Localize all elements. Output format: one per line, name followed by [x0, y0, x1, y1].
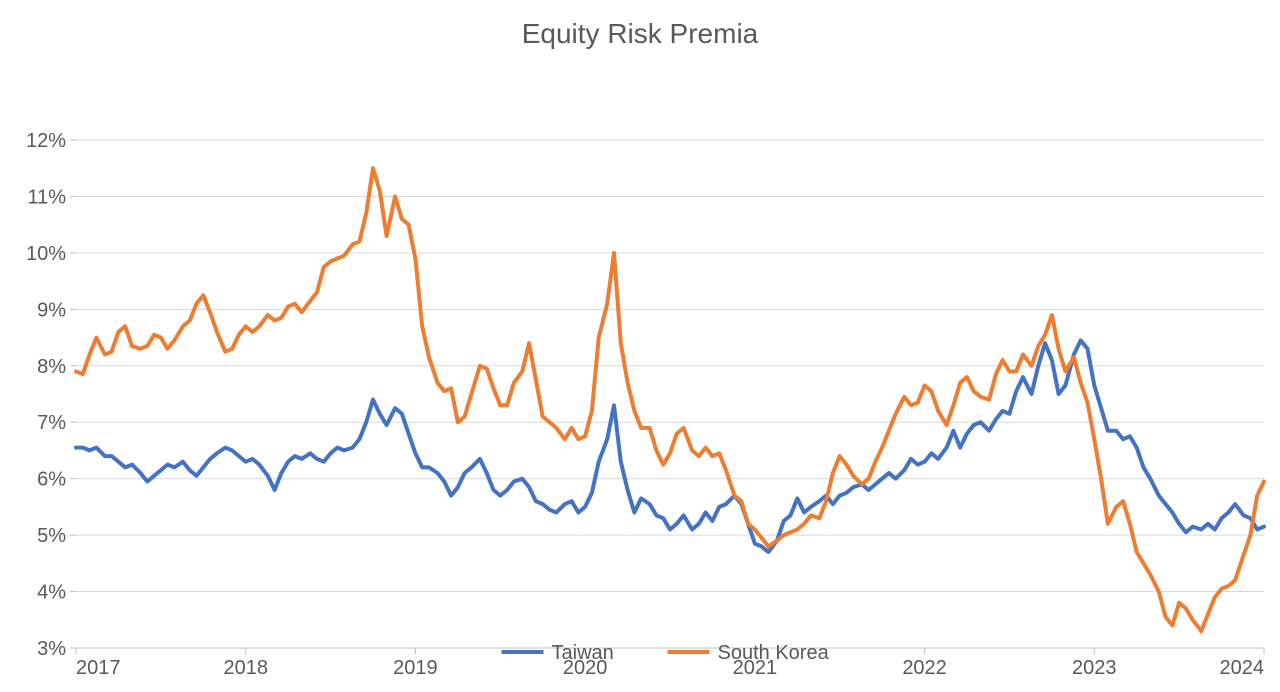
y-tick-label: 11% — [27, 186, 66, 208]
series-line-south-korea — [76, 168, 1264, 631]
legend: Taiwan South Korea — [502, 642, 830, 664]
y-tick-label: 6% — [37, 469, 66, 491]
chart-container: Equity Risk Premia 3%4%5%6%7%8%9%10%11%1… — [0, 0, 1280, 692]
x-tick-label: 2018 — [223, 657, 268, 679]
x-tick-label: 2023 — [1072, 657, 1117, 679]
x-tick-label: 2022 — [902, 657, 947, 679]
y-tick-label: 3% — [37, 638, 66, 660]
y-tick-label: 8% — [37, 356, 66, 378]
x-tick-label: 2019 — [393, 657, 438, 679]
x-tick-label: 2024 — [1220, 657, 1265, 679]
y-tick-label: 10% — [26, 243, 66, 265]
chart-title: Equity Risk Premia — [0, 18, 1280, 50]
y-tick-label: 7% — [37, 412, 66, 434]
y-tick-label: 4% — [37, 582, 66, 604]
legend-label: Taiwan — [552, 642, 614, 664]
y-tick-label: 12% — [26, 130, 66, 152]
y-tick-label: 9% — [37, 299, 66, 321]
x-tick-label: 2017 — [76, 657, 121, 679]
legend-label: South Korea — [718, 642, 830, 664]
series-line-taiwan — [76, 340, 1264, 552]
chart-svg: 3%4%5%6%7%8%9%10%11%12%20172018201920202… — [0, 0, 1280, 692]
y-tick-label: 5% — [37, 525, 66, 547]
